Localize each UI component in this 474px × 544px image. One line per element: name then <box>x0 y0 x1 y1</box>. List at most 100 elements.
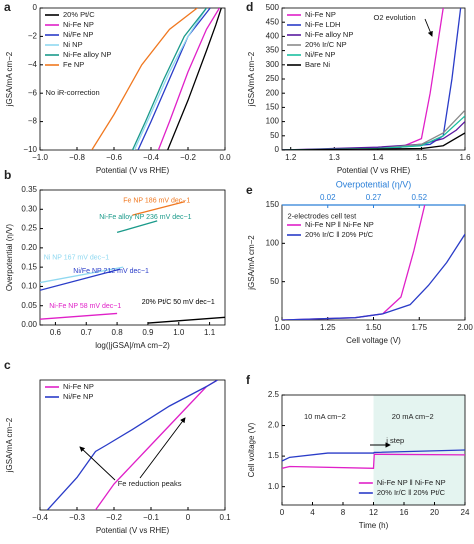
y-tick-label: 450 <box>266 17 280 26</box>
series-label: Ni/Fe NP 212 mV dec−1 <box>73 268 149 275</box>
x-axis-label: Cell voltage (V) <box>346 336 401 345</box>
panel: c Potential (V vs RHE) jGSA/mA cm−2 −0.4 −0.… <box>4 358 231 535</box>
panel: b log(|jGSA|/mA cm−2) Overpotential (η/V) 0… <box>4 168 226 350</box>
y-tick-label: 0.10 <box>21 282 37 291</box>
legend-label: Ni/Fe NP <box>305 50 335 59</box>
arrow <box>139 417 186 479</box>
y-tick-label: 1.5 <box>268 451 280 460</box>
y-tick-label: 0 <box>33 3 38 12</box>
series-line <box>282 453 465 469</box>
x-tick-label: 20 <box>430 508 439 517</box>
x-tick-label: 4 <box>310 508 315 517</box>
x-tick-label: 1.6 <box>459 153 471 162</box>
panel-label: c <box>4 358 11 372</box>
series-line <box>157 8 221 150</box>
series-line <box>282 449 465 462</box>
x-tick-label: 1.5 <box>416 153 428 162</box>
legend-label: Ni/Fe NP <box>63 30 93 39</box>
x-tick-label: 1.2 <box>285 153 297 162</box>
series-label: Fe NP 186 mV dec−1 <box>123 198 190 205</box>
annotation: 10 mA cm−2 <box>304 412 346 421</box>
x-tick-label: 0 <box>280 508 285 517</box>
y-tick-label: −10 <box>23 145 37 154</box>
y-tick-label: 0.00 <box>21 320 37 329</box>
series-line <box>282 109 465 150</box>
x-axis-label: Potential (V vs RHE) <box>96 526 170 535</box>
y-axis-label: jGSA/mA cm−2 <box>5 51 14 107</box>
y-tick-label: 2.5 <box>268 390 280 399</box>
y-tick-label: −6 <box>28 88 38 97</box>
y-tick-label: 0.20 <box>21 243 37 252</box>
legend-label: Ni-Fe NP <box>63 20 94 29</box>
x-tick-label: 8 <box>341 508 346 517</box>
arrow <box>424 18 433 37</box>
plot-frame <box>39 379 226 511</box>
legend-label: Ni-Fe NP ‖ Ni-Fe NP <box>377 478 446 487</box>
y-tick-label: 150 <box>266 200 280 209</box>
x-tick-label: −0.4 <box>143 153 159 162</box>
series-line <box>137 8 211 150</box>
y-tick-label: 150 <box>266 103 280 112</box>
y-tick-label: 0 <box>275 145 280 154</box>
x-tick-label: −0.1 <box>143 513 159 522</box>
y-axis-label: jGSA/mA cm−2 <box>247 51 256 107</box>
x-axis-label: Potential (V vs RHE) <box>337 166 411 175</box>
panel: e Cell voltage (V) jGSA/mA cm−2 1.00 1.25 1.5… <box>246 179 473 345</box>
x-tick-label: −1.0 <box>32 153 48 162</box>
legend-label: Ni-Fe NP ‖ Ni-Fe NP <box>305 220 374 229</box>
x-tick-label: 0.9 <box>142 328 154 337</box>
y-tick-label: 500 <box>266 3 280 12</box>
series-label: 20% Pt/C 50 mV dec−1 <box>142 299 215 306</box>
series-line <box>40 312 118 320</box>
y-axis-label: jGSA/mA cm−2 <box>247 235 256 291</box>
series-line <box>116 220 158 234</box>
y-tick-label: 50 <box>270 277 279 286</box>
panel-label: f <box>246 373 251 387</box>
y-tick-label: 0.05 <box>21 301 37 310</box>
x-tick-label: 2.00 <box>457 323 473 332</box>
y-tick-label: 100 <box>266 238 280 247</box>
arrow <box>79 446 116 481</box>
series-label: Ni NP 167 mV dec−1 <box>44 254 110 261</box>
y-tick-label: 0.15 <box>21 262 37 271</box>
y-tick-label: 1.0 <box>268 482 280 491</box>
series-line <box>132 200 186 216</box>
legend-label: 20% Pt/C <box>63 10 95 19</box>
series-line <box>40 268 121 291</box>
y-axis-label: Overpotential (η/V) <box>5 224 14 291</box>
plot-frame <box>39 189 226 326</box>
series-line <box>282 115 465 150</box>
y-tick-label: 100 <box>266 117 280 126</box>
series-line <box>147 316 225 324</box>
y-tick-label: 250 <box>266 74 280 83</box>
y-tick-label: 200 <box>266 88 280 97</box>
series-line <box>46 380 218 510</box>
series-line <box>282 233 465 320</box>
series-line <box>167 8 222 150</box>
x-tick-label: 1.00 <box>274 323 290 332</box>
y-tick-label: 300 <box>266 60 280 69</box>
series-label: Ni-Fe NP 58 mV dec−1 <box>49 303 121 310</box>
x2-tick-label: 0.27 <box>366 193 382 202</box>
x-tick-label: 1.0 <box>173 328 185 337</box>
x-tick-label: 0.0 <box>219 153 231 162</box>
y-tick-label: 400 <box>266 32 280 41</box>
x-tick-label: −0.2 <box>106 513 122 522</box>
x-tick-label: 24 <box>461 508 470 517</box>
x-tick-label: 0 <box>186 513 191 522</box>
annotation: No iR-correction <box>46 88 100 97</box>
panel-label: a <box>4 0 11 14</box>
y-tick-label: −4 <box>28 60 38 69</box>
x-tick-label: −0.6 <box>106 153 122 162</box>
y-axis-label: jGSA/mA cm−2 <box>5 417 14 473</box>
x-axis-label: log(|jGSA|/mA cm−2) <box>95 341 170 350</box>
x-tick-label: −0.2 <box>180 153 196 162</box>
y-tick-label: 2.0 <box>268 421 280 430</box>
x2-tick-label: 0.52 <box>411 193 427 202</box>
annotation: Fe reduction peaks <box>118 479 182 488</box>
x-tick-label: 0.1 <box>219 513 231 522</box>
legend-label: Ni-Fe NP <box>63 382 94 391</box>
series-line <box>91 8 198 150</box>
annotation: 20 mA cm−2 <box>392 412 434 421</box>
series-line <box>131 8 208 150</box>
